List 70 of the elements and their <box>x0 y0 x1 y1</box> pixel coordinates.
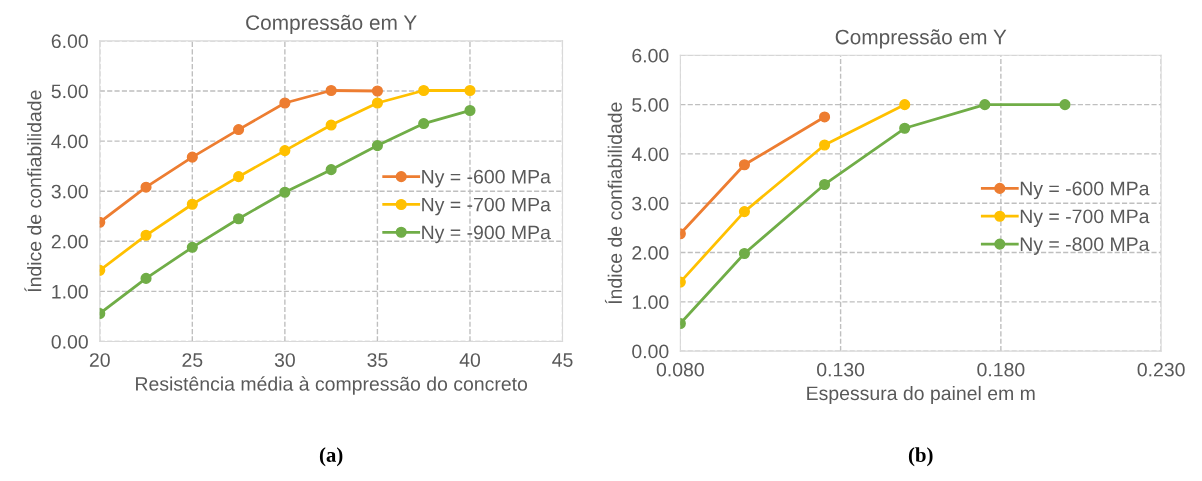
x-tick-label: 0.180 <box>977 362 1025 377</box>
point <box>418 118 430 130</box>
x-axis-title: Resistência média à compressão do concreto <box>136 376 528 395</box>
legend-label: Ny = -700 MPa <box>1020 209 1150 228</box>
legend-label: Ny = -600 MPa <box>422 169 551 188</box>
point <box>738 159 750 171</box>
legend-label: Ny = -900 MPa <box>422 225 551 244</box>
point <box>325 119 337 131</box>
point <box>371 97 383 109</box>
y-tick-label: 6.00 <box>51 34 88 49</box>
point <box>325 164 337 176</box>
chart-title: Compressão em Y <box>246 14 417 35</box>
y-tick-label: 6.00 <box>632 48 669 63</box>
point <box>899 122 911 134</box>
point <box>819 139 831 151</box>
point <box>418 84 430 97</box>
point <box>464 104 476 117</box>
text: (a) <box>319 447 343 467</box>
point <box>371 85 383 97</box>
legend-label: Ny = -700 MPa <box>422 197 551 216</box>
x-tick-label: 0.130 <box>817 362 865 377</box>
point <box>738 247 750 260</box>
point <box>279 97 291 109</box>
point <box>819 178 831 191</box>
point <box>738 206 750 218</box>
y-tick-label: 4.00 <box>51 134 88 149</box>
y-tick-label: 1.00 <box>632 295 669 310</box>
point <box>233 171 245 183</box>
y-tick-label: 0.00 <box>632 344 669 359</box>
y-tick-label: 2.00 <box>51 234 88 249</box>
point <box>1059 99 1071 111</box>
y-tick-label: 3.00 <box>51 184 88 199</box>
x-tick-label: 20 <box>89 353 110 367</box>
y-tick-label: 3.00 <box>632 196 669 211</box>
x-tick-label: 40 <box>459 353 481 367</box>
text: (b) <box>908 447 933 467</box>
point <box>899 99 911 111</box>
x-tick-label: 30 <box>274 353 295 367</box>
y-tick-label: 5.00 <box>51 84 88 99</box>
point <box>186 241 198 253</box>
y-axis-title: Índice de confiabilidade <box>604 102 622 304</box>
point <box>979 99 991 111</box>
point <box>819 111 831 123</box>
point <box>279 186 291 198</box>
chart-title: Compressão em Y <box>835 29 1007 49</box>
point <box>279 145 291 157</box>
y-tick-label: 5.00 <box>632 98 669 112</box>
point <box>186 198 198 210</box>
y-axis-title: Índice de confiabilidade <box>24 90 42 292</box>
point <box>233 124 245 136</box>
point <box>140 272 152 284</box>
point <box>140 229 152 241</box>
y-tick-label: 0.00 <box>51 334 88 349</box>
x-tick-label: 0.230 <box>1137 362 1185 377</box>
y-tick-label: 1.00 <box>52 284 88 299</box>
point <box>464 84 476 97</box>
legend-label: Ny = -800 MPa <box>1020 237 1150 255</box>
y-tick-label: 4.00 <box>631 147 669 162</box>
point <box>371 140 383 152</box>
x-tick-label: 25 <box>182 353 203 367</box>
y-tick-label: 2.00 <box>632 245 669 260</box>
point <box>325 84 337 97</box>
x-tick-label: 45 <box>552 353 573 367</box>
point <box>140 181 152 193</box>
x-tick-label: 35 <box>367 353 388 367</box>
x-axis-title: Espessura do painel em m <box>807 385 1035 405</box>
point <box>186 151 198 163</box>
point <box>233 213 245 225</box>
legend-label: Ny = -600 MPa <box>1020 181 1150 200</box>
x-tick-label: 0.080 <box>656 362 704 377</box>
